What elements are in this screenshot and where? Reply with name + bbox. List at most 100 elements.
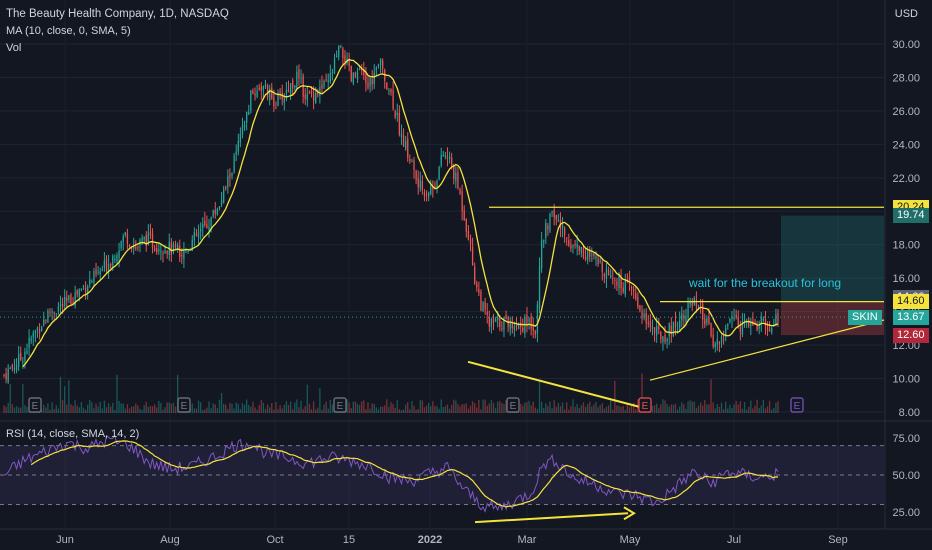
volume-bar xyxy=(49,409,51,413)
candle-body xyxy=(7,368,9,382)
volume-bar xyxy=(304,406,306,413)
candle-body xyxy=(356,72,359,80)
candle-body xyxy=(739,327,741,332)
volume-bar xyxy=(133,406,135,413)
volume-bar xyxy=(540,401,543,413)
candle-body xyxy=(237,141,239,152)
candle-body xyxy=(536,304,539,334)
candle-body xyxy=(712,334,714,347)
volume-bar xyxy=(748,406,750,413)
candle-body xyxy=(118,250,120,259)
volume-bar xyxy=(752,408,754,413)
candle-body xyxy=(666,338,668,341)
candle-body xyxy=(277,93,279,106)
volume-bar xyxy=(614,380,616,413)
candle-body xyxy=(764,318,767,326)
candle-body xyxy=(279,91,281,93)
volume-bar xyxy=(354,401,357,413)
volume-bar xyxy=(310,409,313,413)
candle-body xyxy=(695,300,698,306)
candle-body xyxy=(300,78,302,80)
volume-bar xyxy=(9,383,11,413)
volume-bar xyxy=(482,399,484,413)
candle-body xyxy=(729,318,731,323)
volume-bar xyxy=(308,403,311,413)
candle-body xyxy=(582,247,585,257)
volume-bar xyxy=(582,402,585,413)
volume-bar xyxy=(348,402,350,413)
candle-body xyxy=(294,85,296,88)
candle-body xyxy=(651,326,654,330)
volume-bar xyxy=(620,406,622,413)
candle-body xyxy=(51,311,53,313)
candle-body xyxy=(143,236,145,240)
candle-body xyxy=(32,332,34,338)
volume-bar xyxy=(714,408,716,413)
candle-body xyxy=(691,301,693,307)
volume-bar xyxy=(199,402,202,413)
volume-bar xyxy=(149,405,152,413)
volume-bar xyxy=(543,407,545,413)
candle-body xyxy=(520,323,522,328)
volume-bar xyxy=(151,406,154,413)
candle-body xyxy=(664,334,666,342)
rsi-divergence-line xyxy=(474,512,629,524)
candle-body xyxy=(741,321,744,335)
rsi-legend[interactable]: RSI (14, close, SMA, 14, 2) xyxy=(6,428,140,440)
candle-body xyxy=(229,174,231,178)
volume-bar xyxy=(664,400,666,413)
volume-bar xyxy=(158,400,160,413)
symbol-tag[interactable]: SKIN xyxy=(848,309,882,325)
volume-bar xyxy=(20,407,22,413)
candle-body xyxy=(76,290,78,295)
volume-bar xyxy=(768,400,771,413)
volume-bar xyxy=(668,406,670,413)
volume-bar xyxy=(658,408,660,413)
candle-body xyxy=(41,327,43,332)
candle-body xyxy=(637,296,639,308)
chart-title[interactable]: The Beauty Health Company, 1D, NASDAQ xyxy=(6,8,229,20)
volume-bar xyxy=(536,408,539,413)
volume-bar xyxy=(716,404,718,413)
volume-bar xyxy=(210,408,212,413)
candle-body xyxy=(618,274,620,289)
candle-body xyxy=(358,69,361,71)
rsi-ma-line xyxy=(30,440,779,508)
candle-body xyxy=(377,64,380,66)
volume-bar xyxy=(118,400,120,413)
candle-body xyxy=(187,250,189,252)
volume-bar xyxy=(283,404,285,413)
volume-bar xyxy=(375,407,378,413)
candle-body xyxy=(20,352,22,360)
volume-bar xyxy=(430,406,432,413)
target-zone xyxy=(781,215,884,302)
candle-body xyxy=(248,112,250,115)
volume-bar xyxy=(388,406,390,413)
candle-body xyxy=(195,233,198,236)
candle-body xyxy=(421,181,424,190)
candle-body xyxy=(384,69,386,81)
candle-body xyxy=(312,93,315,101)
price-tag-stop: 12.60 xyxy=(893,327,929,343)
candle-body xyxy=(624,280,626,295)
volume-legend[interactable]: Vol xyxy=(6,42,22,54)
volume-bar xyxy=(741,408,744,413)
volume-bar xyxy=(708,404,710,413)
candle-body xyxy=(639,305,641,311)
volume-bar xyxy=(471,401,474,413)
ma-legend[interactable]: MA (10, close, 0, SMA, 5) xyxy=(6,25,131,37)
volume-bar xyxy=(266,404,269,413)
candle-body xyxy=(566,237,568,239)
candle-body xyxy=(369,77,371,87)
volume-bar xyxy=(53,409,55,413)
candle-body xyxy=(174,244,177,247)
candle-body xyxy=(388,90,390,92)
candle-body xyxy=(367,82,369,89)
candle-body xyxy=(630,286,633,289)
candle-body xyxy=(643,313,645,318)
candle-body xyxy=(321,84,323,89)
volume-bar xyxy=(93,408,95,413)
volume-bar xyxy=(534,407,536,413)
candle-body xyxy=(227,176,229,188)
volume-bar xyxy=(369,408,371,413)
